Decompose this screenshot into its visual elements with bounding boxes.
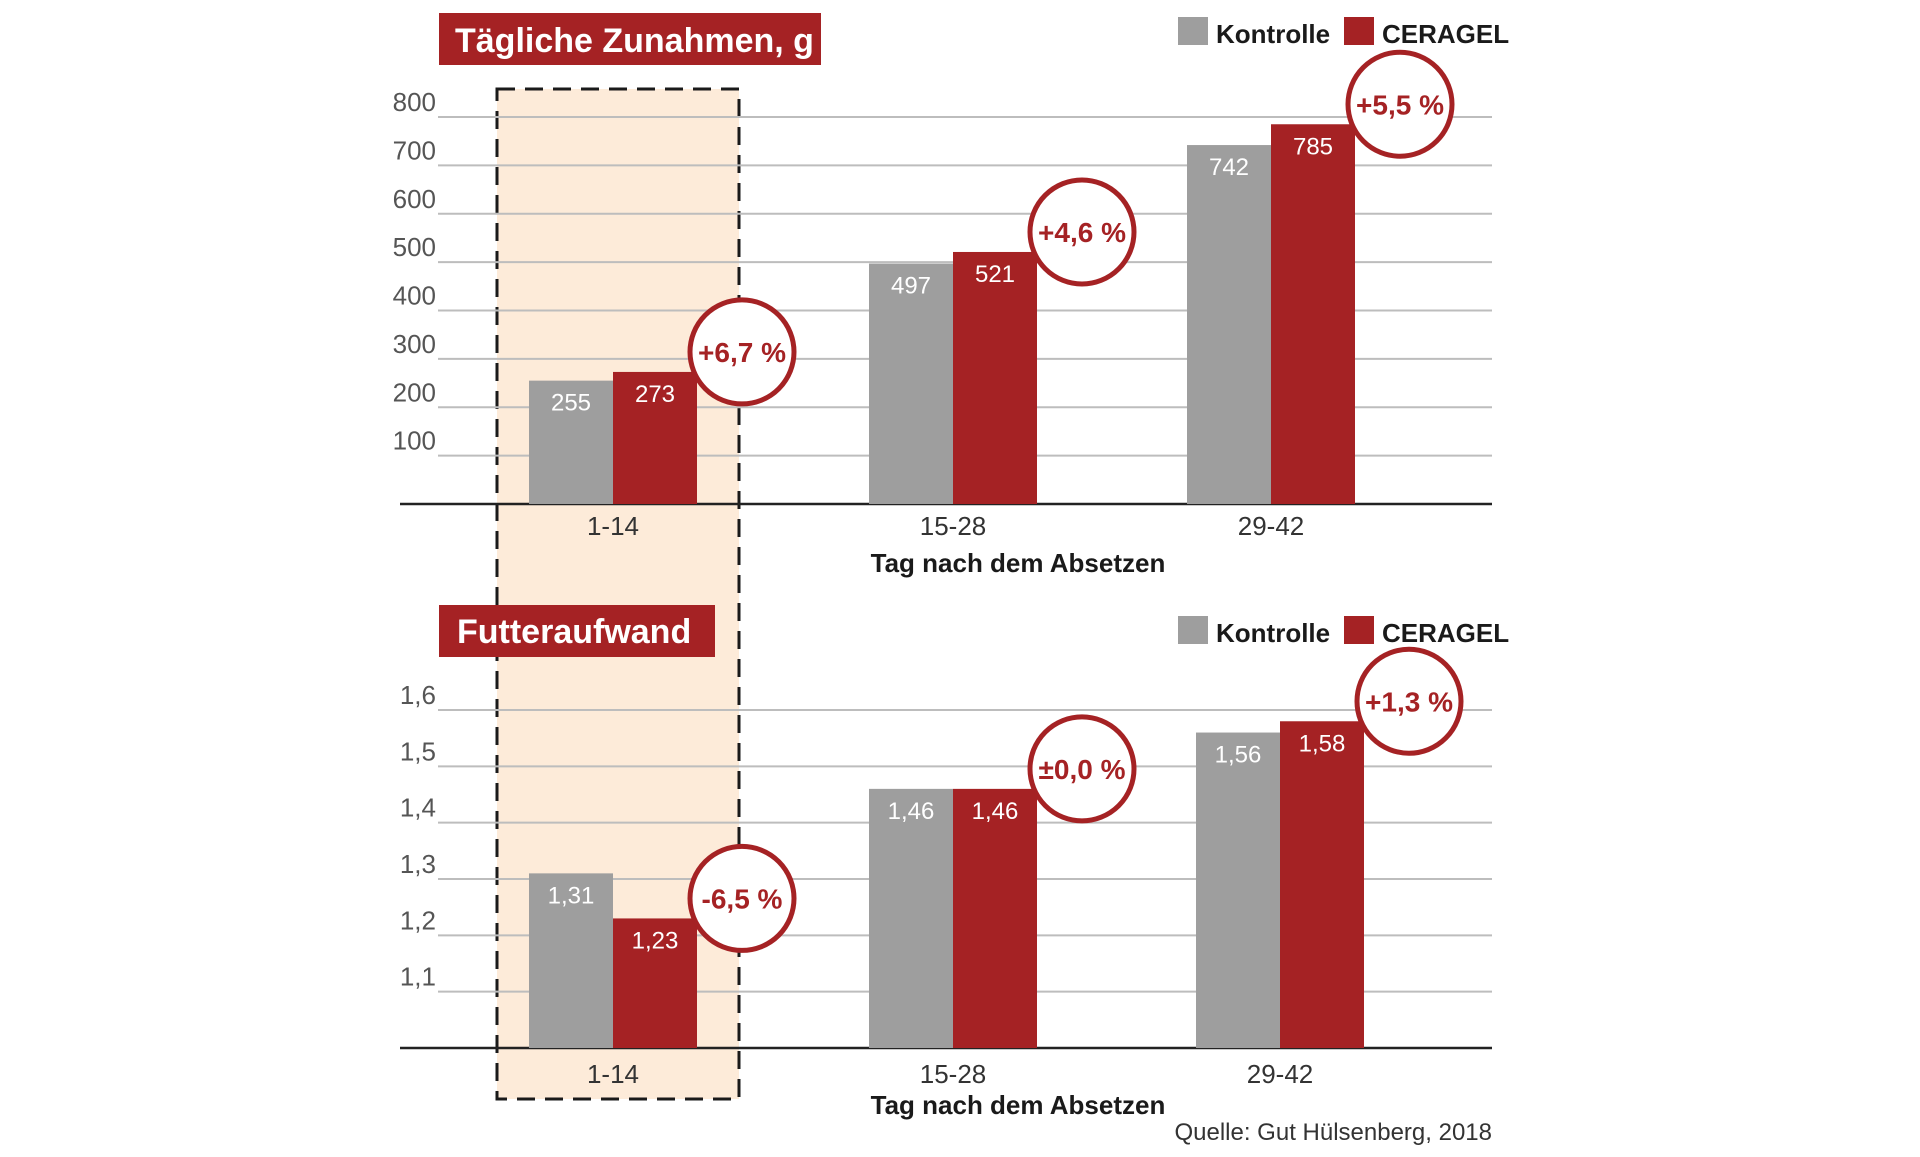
x-axis-label: Tag nach dem Absetzen <box>871 1090 1166 1120</box>
chart-daily-gain: 100 200 300 400 500 600 700 800 Tägliche Zunahm… <box>393 13 1509 578</box>
change-badge-circle <box>1345 49 1455 159</box>
x-tick-label: 15-28 <box>920 511 987 541</box>
change-badge-label: +5,5 % <box>1356 89 1444 120</box>
legend: Kontrolle CERAGEL <box>1178 616 1509 648</box>
change-badge-label: ±0,0 % <box>1039 754 1126 785</box>
change-badge-circle <box>687 843 797 953</box>
legend-label-kontrolle: Kontrolle <box>1216 19 1330 49</box>
data-label-ceragel: 273 <box>635 381 675 408</box>
x-tick-label: 29-42 <box>1247 1059 1314 1089</box>
bar-kontrolle-29-42 <box>1187 145 1271 504</box>
x-tick-label: 15-28 <box>920 1059 987 1089</box>
chart-title: Tägliche Zunahmen, g <box>455 22 814 60</box>
data-label-kontrolle: 1,46 <box>888 798 935 825</box>
y-tick-label: 500 <box>393 232 436 262</box>
bar-kontrolle-1-14 <box>529 380 613 504</box>
legend-label-ceragel: CERAGEL <box>1382 19 1509 49</box>
change-badge-circle <box>1027 177 1137 287</box>
data-label-kontrolle: 497 <box>891 273 931 300</box>
legend-label-kontrolle: Kontrolle <box>1216 618 1330 648</box>
change-badge-label: +1,3 % <box>1365 686 1453 717</box>
change-badge-circle <box>687 297 797 407</box>
data-label-ceragel: 1,23 <box>632 927 679 954</box>
y-tick-label: 1,2 <box>400 905 436 935</box>
bar-ceragel-1-14 <box>613 371 697 504</box>
y-tick-label: 700 <box>393 135 436 165</box>
bar-ceragel-29-42 <box>1280 721 1364 1048</box>
change-badge-label: +6,7 % <box>698 337 786 368</box>
change-badge-label: +4,6 % <box>1038 217 1126 248</box>
y-tick-label: 400 <box>393 281 436 311</box>
chart-title-background <box>439 13 821 65</box>
legend-swatch-kontrolle <box>1178 17 1208 45</box>
y-tick-label: 200 <box>393 377 436 407</box>
change-badge-circle <box>1354 646 1464 756</box>
data-label-kontrolle: 742 <box>1209 154 1249 181</box>
y-tick-label: 1,6 <box>400 680 436 710</box>
legend-swatch-kontrolle <box>1178 616 1208 644</box>
bar-ceragel-1-14 <box>613 918 697 1048</box>
data-label-ceragel: 521 <box>975 261 1015 288</box>
legend-label-ceragel: CERAGEL <box>1382 618 1509 648</box>
x-tick-label: 29-42 <box>1238 511 1305 541</box>
data-label-ceragel: 1,46 <box>972 798 1019 825</box>
x-tick-label: 1-14 <box>587 511 639 541</box>
chart-title-background <box>439 605 715 657</box>
data-label-ceragel: 1,58 <box>1299 730 1346 757</box>
data-label-kontrolle: 1,31 <box>548 882 595 909</box>
legend: Kontrolle CERAGEL <box>1178 17 1509 49</box>
x-tick-label: 1-14 <box>587 1059 639 1089</box>
y-tick-label: 1,5 <box>400 736 436 766</box>
data-label-kontrolle: 255 <box>551 390 591 417</box>
bar-kontrolle-1-14 <box>529 873 613 1048</box>
y-tick-label: 1,1 <box>400 962 436 992</box>
data-label-ceragel: 785 <box>1293 133 1333 160</box>
bar-kontrolle-15-28 <box>869 263 953 504</box>
source-note: Quelle: Gut Hülsenberg, 2018 <box>1174 1119 1492 1146</box>
x-axis-label: Tag nach dem Absetzen <box>871 548 1166 578</box>
chart-feed-conversion: 1,1 1,2 1,3 1,4 1,5 1,6 Futteraufwand Kontrol… <box>400 605 1509 1120</box>
change-badge-circle <box>1027 714 1137 824</box>
bar-ceragel-15-28 <box>953 251 1037 504</box>
change-badge-label: -6,5 % <box>702 883 783 914</box>
legend-swatch-ceragel <box>1344 17 1374 45</box>
y-tick-label: 800 <box>393 87 436 117</box>
legend-swatch-ceragel <box>1344 616 1374 644</box>
y-tick-label: 1,3 <box>400 849 436 879</box>
y-tick-label: 300 <box>393 329 436 359</box>
y-tick-label: 600 <box>393 184 436 214</box>
bar-kontrolle-15-28 <box>869 788 953 1048</box>
bar-kontrolle-29-42 <box>1196 732 1280 1048</box>
bar-ceragel-15-28 <box>953 788 1037 1048</box>
y-tick-label: 100 <box>393 426 436 456</box>
y-tick-label: 1,4 <box>400 793 436 823</box>
chart-title: Futteraufwand <box>457 613 691 651</box>
bar-ceragel-29-42 <box>1271 124 1355 504</box>
data-label-kontrolle: 1,56 <box>1215 742 1262 769</box>
